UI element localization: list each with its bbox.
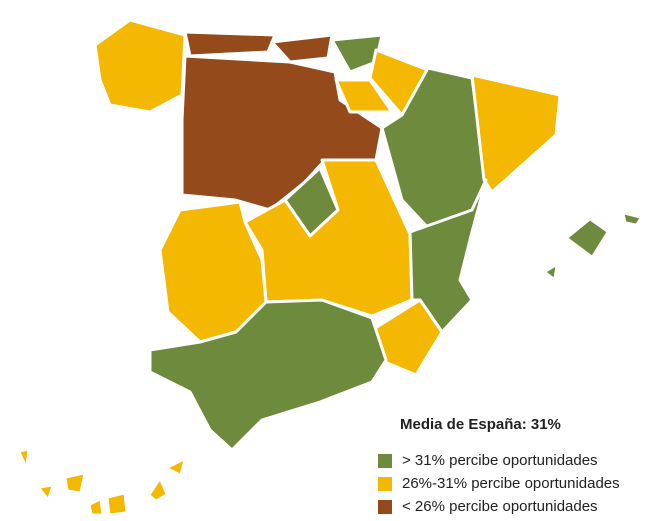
legend-label: < 26% percibe oportunidades — [402, 498, 598, 515]
legend-swatch — [378, 454, 392, 468]
legend-swatch — [378, 500, 392, 514]
region — [183, 30, 277, 58]
region — [334, 78, 394, 114]
region — [107, 493, 127, 515]
region — [270, 33, 334, 64]
region — [567, 219, 608, 257]
region — [148, 298, 388, 452]
region — [470, 73, 562, 194]
region — [623, 213, 641, 225]
region — [545, 265, 557, 279]
legend: > 31% percibe oportunidades 26%-31% perci… — [378, 452, 620, 515]
region — [39, 485, 53, 499]
region — [89, 499, 103, 515]
region — [93, 18, 187, 114]
legend-label: > 31% percibe oportunidades — [402, 452, 598, 469]
region — [158, 200, 268, 344]
regions — [19, 18, 641, 515]
region — [65, 473, 85, 493]
region — [149, 479, 167, 501]
region — [19, 449, 29, 466]
region — [368, 48, 430, 117]
region — [408, 178, 488, 334]
legend-label: 26%-31% percibe oportunidades — [402, 475, 620, 492]
legend-title: Media de España: 31% — [400, 416, 561, 433]
region — [167, 459, 185, 475]
legend-swatch — [378, 477, 392, 491]
